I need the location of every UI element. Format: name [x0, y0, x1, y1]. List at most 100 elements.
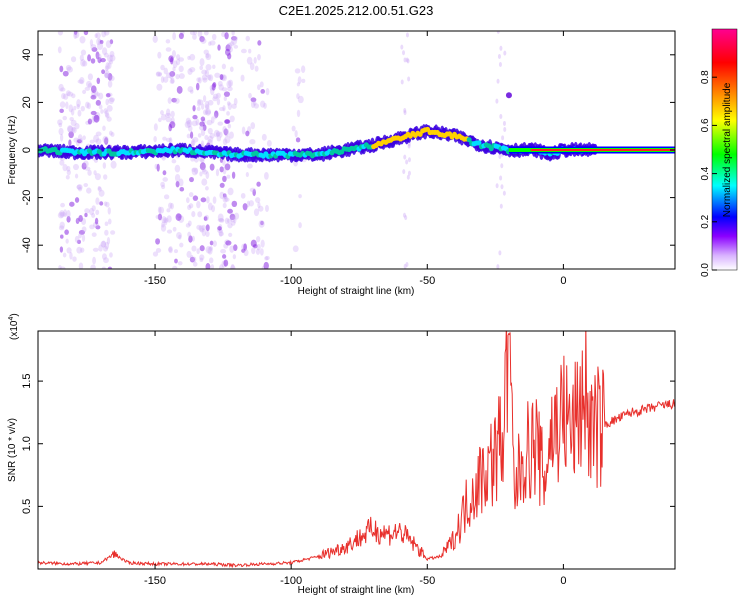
spectrogram-noise-mark	[217, 226, 222, 231]
spectrogram-noise-mark	[203, 31, 209, 36]
spectrogram-noise-mark	[499, 203, 503, 209]
spectrogram-noise-mark	[229, 115, 235, 123]
spectrogram-noise-mark	[214, 110, 219, 119]
spectrogram-noise-mark	[215, 132, 220, 137]
spectrogram-noise-mark	[74, 173, 79, 179]
spectrogram-y-tick-label: -20	[21, 190, 33, 206]
spectrogram-noise-mark	[90, 264, 96, 269]
spectrogram-noise-mark	[107, 218, 112, 225]
spectrogram-noise-mark	[405, 57, 409, 63]
spectrogram-noise-mark	[60, 211, 67, 217]
spectrogram-noise-mark	[58, 225, 65, 231]
snr-y-tick-label: 0.5	[21, 499, 33, 514]
spectrogram-noise-mark	[90, 94, 97, 100]
spectrogram-noise-mark	[166, 229, 173, 234]
spectrogram-noise-mark	[104, 72, 109, 78]
spectrogram-noise-mark	[73, 105, 77, 111]
spectrogram-noise-mark	[174, 174, 181, 182]
spectrogram-noise-mark	[93, 134, 100, 143]
spectrogram-noise-mark	[104, 69, 110, 78]
spectrogram-noise-mark	[80, 105, 85, 112]
spectrogram-noise-mark	[81, 162, 87, 170]
spectrogram-noise-mark	[175, 213, 182, 221]
spectrogram-noise-mark	[248, 200, 254, 207]
spectrogram-noise-mark	[188, 235, 193, 243]
spectrogram-spur	[505, 92, 512, 99]
spectrogram-noise-mark	[296, 82, 301, 87]
spectrogram-noise-mark	[218, 218, 225, 223]
spectrogram-noise-mark	[82, 60, 88, 67]
spectrogram-noise-mark	[172, 32, 177, 41]
snr-x-tick-label: -150	[144, 575, 166, 587]
spectrogram-noise-mark	[100, 57, 106, 63]
spectrogram-noise-mark	[172, 66, 176, 72]
spectrogram-noise-mark	[90, 85, 97, 93]
spectrogram-noise-mark	[498, 250, 502, 256]
spectrogram-noise-mark	[58, 122, 63, 128]
spectrogram-ridge-core	[476, 140, 482, 146]
spectrogram-noise-mark	[165, 116, 172, 123]
spectrogram-noise-mark	[78, 230, 86, 235]
spectrogram-noise-mark	[91, 47, 98, 52]
spectrogram-noise-mark	[74, 235, 80, 243]
spectrogram-x-tick-label: -150	[144, 275, 166, 287]
spectrogram-noise-mark	[192, 195, 199, 201]
spectrogram-noise-mark	[79, 54, 84, 62]
spectrogram-noise-mark	[191, 167, 198, 176]
spectrogram-noise-mark	[291, 125, 296, 132]
spectrogram-noise-mark	[57, 46, 62, 54]
spectrogram-noise-mark	[256, 235, 261, 243]
spectrogram-noise-mark	[155, 247, 162, 253]
spectrogram-noise-mark	[208, 257, 214, 264]
spectrogram-noise-mark	[198, 125, 205, 131]
spectrogram-noise-mark	[66, 247, 72, 254]
spectrogram-noise-mark	[189, 256, 196, 263]
spectrogram-noise-mark	[403, 110, 407, 116]
spectrogram-noise-mark	[248, 48, 252, 54]
spectrogram-noise-mark	[107, 62, 112, 69]
spectrogram-noise-mark	[175, 73, 180, 80]
spectrogram-noise-mark	[497, 54, 501, 60]
spectrogram-noise-mark	[108, 97, 114, 105]
spectrogram-noise-mark	[226, 174, 231, 179]
spectrogram-noise-mark	[407, 157, 411, 163]
spectrogram-noise-mark	[258, 205, 264, 212]
spectrogram-noise-mark	[495, 98, 499, 104]
colorbar-tick-label: 0.4	[700, 166, 711, 180]
spectrogram-noise-mark	[69, 201, 75, 207]
spectrogram-noise-mark	[189, 176, 194, 183]
spectrogram-noise-mark	[98, 104, 103, 110]
spectrogram-noise-mark	[404, 215, 408, 221]
spectrogram-noise-mark	[178, 234, 182, 240]
spectrogram-noise-mark	[169, 71, 173, 80]
spectrogram-noise-mark	[95, 138, 102, 145]
spectrogram-noise-mark	[201, 69, 208, 75]
spectrogram-noise-mark	[202, 109, 208, 116]
spectrogram-noise-mark	[93, 114, 100, 123]
spectrogram-noise-mark	[92, 256, 96, 265]
spectrogram-noise-mark	[205, 53, 212, 61]
spectrogram-noise-mark	[255, 197, 261, 203]
spectrogram-noise-mark	[179, 186, 185, 192]
spectrogram-noise-mark	[174, 258, 178, 264]
spectrogram-noise-mark	[229, 213, 236, 221]
spectrogram-noise-mark	[186, 119, 193, 128]
spectrogram-y-label: Frequency (Hz)	[7, 116, 18, 185]
spectrogram-noise-mark	[219, 73, 224, 81]
spectrogram-noise-mark	[405, 32, 409, 38]
spectrogram-noise-mark	[185, 223, 191, 228]
spectrogram-noise-mark	[223, 96, 227, 102]
spectrogram-noise-mark	[177, 261, 183, 266]
spectrogram-noise-mark	[59, 133, 64, 142]
spectrogram-noise-mark	[163, 67, 168, 75]
spectrogram-noise-mark	[192, 137, 199, 143]
spectrogram-noise-mark	[101, 253, 107, 260]
spectrogram-noise-mark	[403, 154, 407, 160]
spectrogram-noise-mark	[209, 240, 214, 246]
spectrogram-noise-mark	[186, 133, 191, 139]
spectrogram-noise-mark	[223, 259, 229, 267]
spectrogram-noise-mark	[222, 202, 227, 209]
spectrogram-noise-mark	[189, 66, 196, 73]
spectrogram-noise-mark	[224, 197, 230, 202]
